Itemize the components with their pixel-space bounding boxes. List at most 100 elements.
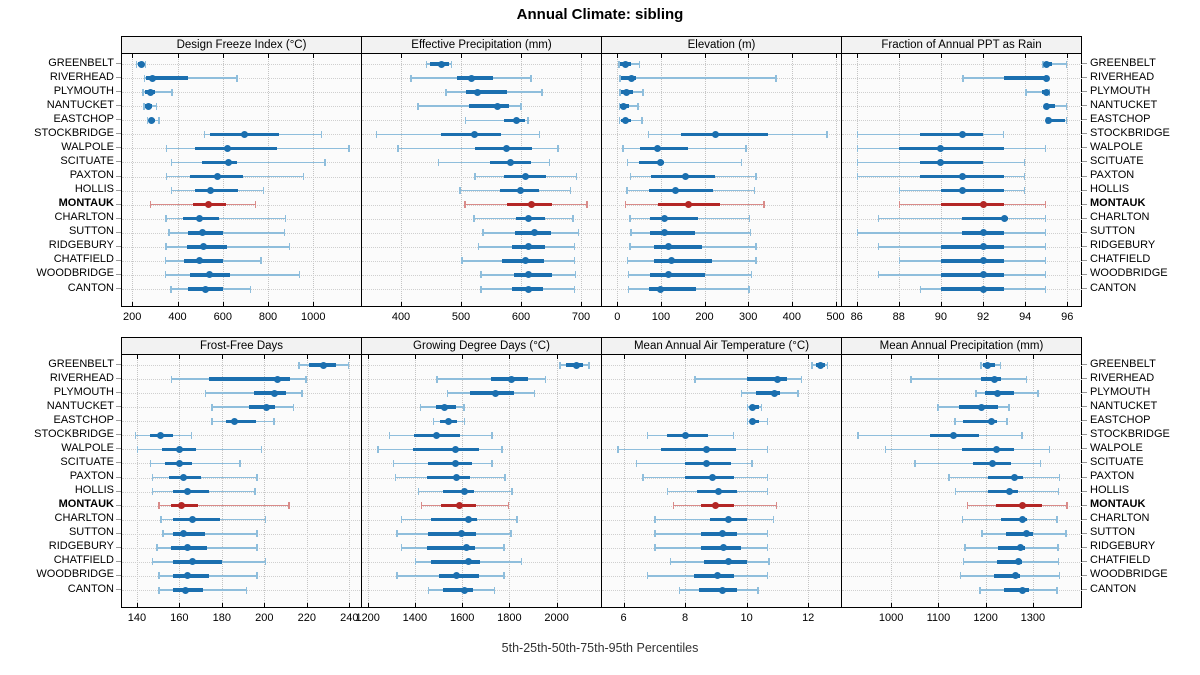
y-tick-right <box>1082 490 1087 492</box>
whisker-cap-high <box>1057 488 1060 496</box>
panel-fraction-of-annual-ppt-as-rain <box>841 53 1082 307</box>
y-tick-left <box>116 161 121 163</box>
whisker-cap-low <box>622 144 624 152</box>
iqr-bar <box>919 132 984 137</box>
y-tick-left <box>116 259 121 261</box>
gridline <box>462 355 464 607</box>
whisker-cap-high <box>1044 144 1047 152</box>
row-guide <box>122 463 362 465</box>
panel-mean-annual-air-temperature-c <box>601 354 842 608</box>
gridline <box>938 355 940 607</box>
whisker-cap-high <box>573 243 575 251</box>
median-dot <box>262 403 270 411</box>
whisker-cap-low <box>619 88 621 96</box>
x-tick-label: 700 <box>571 311 591 323</box>
row-label-right-plymouth: PLYMOUTH <box>1090 385 1151 398</box>
panel-strip-effective-precipitation-mm: Effective Precipitation (mm) <box>361 36 602 54</box>
iqr-bar <box>513 273 553 277</box>
y-tick-left <box>116 175 121 177</box>
median-dot <box>937 158 945 166</box>
median-dot <box>724 558 732 566</box>
y-tick-left <box>116 448 121 450</box>
whisker-cap-low <box>414 558 417 566</box>
whisker-cap-low <box>203 130 205 138</box>
y-tick-left <box>116 245 121 247</box>
median-dot <box>451 459 459 467</box>
whisker-cap-high <box>1023 173 1026 180</box>
x-tick-label: 1200 <box>973 612 998 624</box>
gridline <box>313 54 315 306</box>
y-tick-left <box>116 189 121 191</box>
whisker-cap-high <box>254 201 257 209</box>
whisker-cap-high <box>305 375 307 383</box>
whisker-cap-high <box>348 144 350 152</box>
whisker-cap-high <box>260 257 262 265</box>
x-tick-label: 1000 <box>878 612 904 624</box>
whisker-cap-high <box>588 361 590 369</box>
whisker-cap-high <box>766 474 769 481</box>
axis-tick-top <box>462 355 464 359</box>
row-label-right-riverhead: RIVERHEAD <box>1090 371 1155 384</box>
whisker-cap-low <box>627 271 630 279</box>
y-tick-left <box>116 574 121 576</box>
row-guide <box>842 64 1082 65</box>
row-label-right-eastchop: EASTCHOP <box>1090 112 1151 125</box>
gridline <box>856 54 858 306</box>
gridline <box>1067 54 1069 306</box>
median-dot <box>148 116 156 124</box>
median-dot <box>175 459 183 467</box>
x-tick-label: 1600 <box>449 612 475 624</box>
row-guide <box>842 106 1082 108</box>
whisker-cap-high <box>507 502 510 510</box>
y-tick-right <box>1082 546 1087 548</box>
y-tick-right <box>1082 189 1087 191</box>
panel-strip-design-freeze-index-c: Design Freeze Index (°C) <box>121 36 362 54</box>
whisker-cap-high <box>493 586 496 594</box>
axis-tick-top <box>940 54 942 58</box>
whisker-cap-high <box>638 60 640 68</box>
median-dot <box>196 257 204 265</box>
whisker-cap-high <box>763 201 765 209</box>
gridline <box>264 355 266 607</box>
whisker-cap-high <box>1039 459 1042 467</box>
whisker-cap-high <box>190 431 193 439</box>
whisker-cap-high <box>1057 558 1060 566</box>
whisker-cap-low <box>204 389 207 397</box>
iqr-bar <box>202 160 238 165</box>
x-tick-label: 1200 <box>355 612 380 624</box>
gridline <box>367 355 369 607</box>
whisker-cap-low <box>635 459 638 467</box>
y-tick-left <box>116 476 121 478</box>
gridline <box>898 54 900 306</box>
median-dot <box>271 389 279 397</box>
whisker-cap-high <box>249 285 252 293</box>
row-label-left-canton: CANTON <box>67 582 114 595</box>
axis-tick-bottom <box>617 302 619 306</box>
iqr-bar <box>649 231 695 235</box>
y-tick-left <box>116 217 121 219</box>
axis-tick-top <box>268 54 269 58</box>
whisker-cap-low <box>672 502 675 510</box>
median-dot <box>273 375 281 383</box>
x-tick-label: 92 <box>976 311 990 323</box>
whisker-cap-low <box>388 431 391 439</box>
median-dot <box>1019 516 1026 524</box>
gridline <box>746 355 748 607</box>
gridline <box>349 355 351 607</box>
median-dot <box>175 445 183 453</box>
gridline <box>1032 355 1034 607</box>
axis-tick-bottom <box>983 302 985 306</box>
axis-tick-bottom <box>685 603 687 607</box>
median-dot <box>1006 488 1014 496</box>
y-tick-right <box>1082 560 1087 562</box>
row-guide <box>602 120 842 122</box>
median-dot <box>979 271 987 279</box>
percentile-whisker <box>164 274 301 276</box>
median-dot <box>1000 215 1008 223</box>
y-tick-right <box>1082 434 1087 436</box>
median-dot <box>1017 544 1025 552</box>
whisker-cap-high <box>760 403 762 411</box>
row-label-left-greenbelt: GREENBELT <box>48 56 114 69</box>
median-dot <box>990 375 998 383</box>
panel-strip-elevation-m: Elevation (m) <box>601 36 842 54</box>
